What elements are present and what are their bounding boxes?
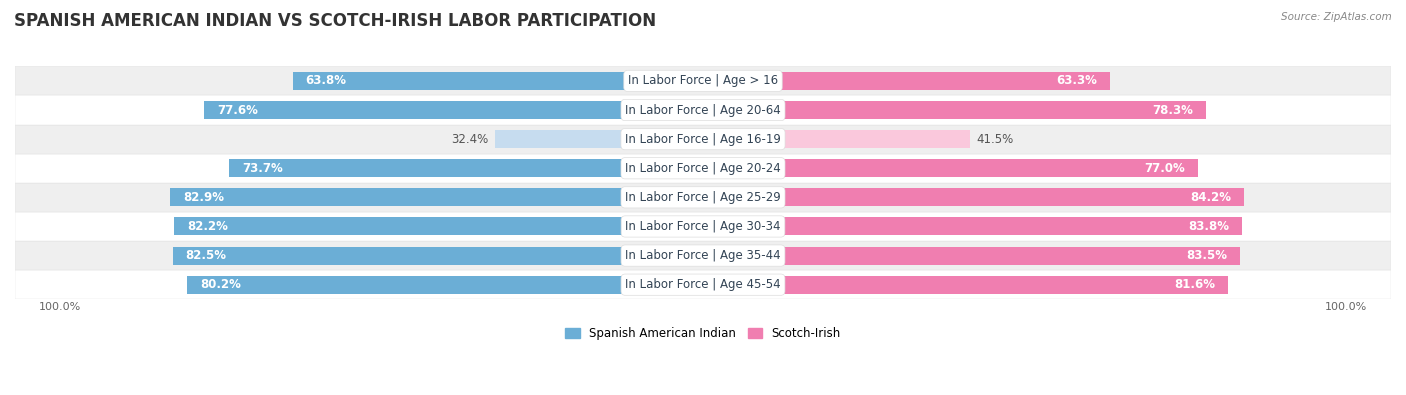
Bar	[170, 188, 703, 206]
Text: In Labor Force | Age 25-29: In Labor Force | Age 25-29	[626, 191, 780, 204]
Text: In Labor Force | Age 45-54: In Labor Force | Age 45-54	[626, 278, 780, 291]
Legend: Spanish American Indian, Scotch-Irish: Spanish American Indian, Scotch-Irish	[561, 322, 845, 344]
Bar	[174, 217, 703, 235]
Bar	[15, 124, 1391, 154]
Text: 73.7%: 73.7%	[242, 162, 283, 175]
Bar	[15, 96, 1391, 124]
Text: 80.2%: 80.2%	[200, 278, 240, 291]
Bar	[703, 276, 1227, 294]
Text: 81.6%: 81.6%	[1174, 278, 1215, 291]
Bar	[15, 270, 1391, 299]
Text: 77.0%: 77.0%	[1144, 162, 1185, 175]
Text: In Labor Force | Age 30-34: In Labor Force | Age 30-34	[626, 220, 780, 233]
Bar	[703, 188, 1244, 206]
Text: 32.4%: 32.4%	[451, 133, 488, 146]
Text: In Labor Force | Age > 16: In Labor Force | Age > 16	[628, 74, 778, 87]
Bar	[15, 212, 1391, 241]
Text: 83.8%: 83.8%	[1188, 220, 1229, 233]
Bar	[173, 246, 703, 265]
Bar	[703, 246, 1240, 265]
Text: SPANISH AMERICAN INDIAN VS SCOTCH-IRISH LABOR PARTICIPATION: SPANISH AMERICAN INDIAN VS SCOTCH-IRISH …	[14, 12, 657, 30]
Text: 78.3%: 78.3%	[1153, 103, 1194, 117]
Text: 83.5%: 83.5%	[1187, 249, 1227, 262]
Text: 82.5%: 82.5%	[186, 249, 226, 262]
Bar	[703, 159, 1198, 177]
Bar	[703, 217, 1241, 235]
Text: 63.3%: 63.3%	[1056, 74, 1097, 87]
Text: 77.6%: 77.6%	[217, 103, 257, 117]
Bar	[15, 241, 1391, 270]
Text: 41.5%: 41.5%	[976, 133, 1014, 146]
Bar	[187, 276, 703, 294]
Text: 63.8%: 63.8%	[305, 74, 347, 87]
Text: 82.2%: 82.2%	[187, 220, 228, 233]
Bar	[204, 101, 703, 119]
Bar	[703, 101, 1206, 119]
Bar	[292, 72, 703, 90]
Text: In Labor Force | Age 35-44: In Labor Force | Age 35-44	[626, 249, 780, 262]
Bar	[703, 130, 970, 148]
Text: In Labor Force | Age 20-24: In Labor Force | Age 20-24	[626, 162, 780, 175]
Bar	[15, 66, 1391, 96]
Text: In Labor Force | Age 20-64: In Labor Force | Age 20-64	[626, 103, 780, 117]
Text: Source: ZipAtlas.com: Source: ZipAtlas.com	[1281, 12, 1392, 22]
Bar	[229, 159, 703, 177]
Bar	[15, 154, 1391, 183]
Bar	[15, 183, 1391, 212]
Bar	[703, 72, 1109, 90]
Text: In Labor Force | Age 16-19: In Labor Force | Age 16-19	[626, 133, 780, 146]
Text: 84.2%: 84.2%	[1191, 191, 1232, 204]
Bar	[495, 130, 703, 148]
Text: 82.9%: 82.9%	[183, 191, 224, 204]
